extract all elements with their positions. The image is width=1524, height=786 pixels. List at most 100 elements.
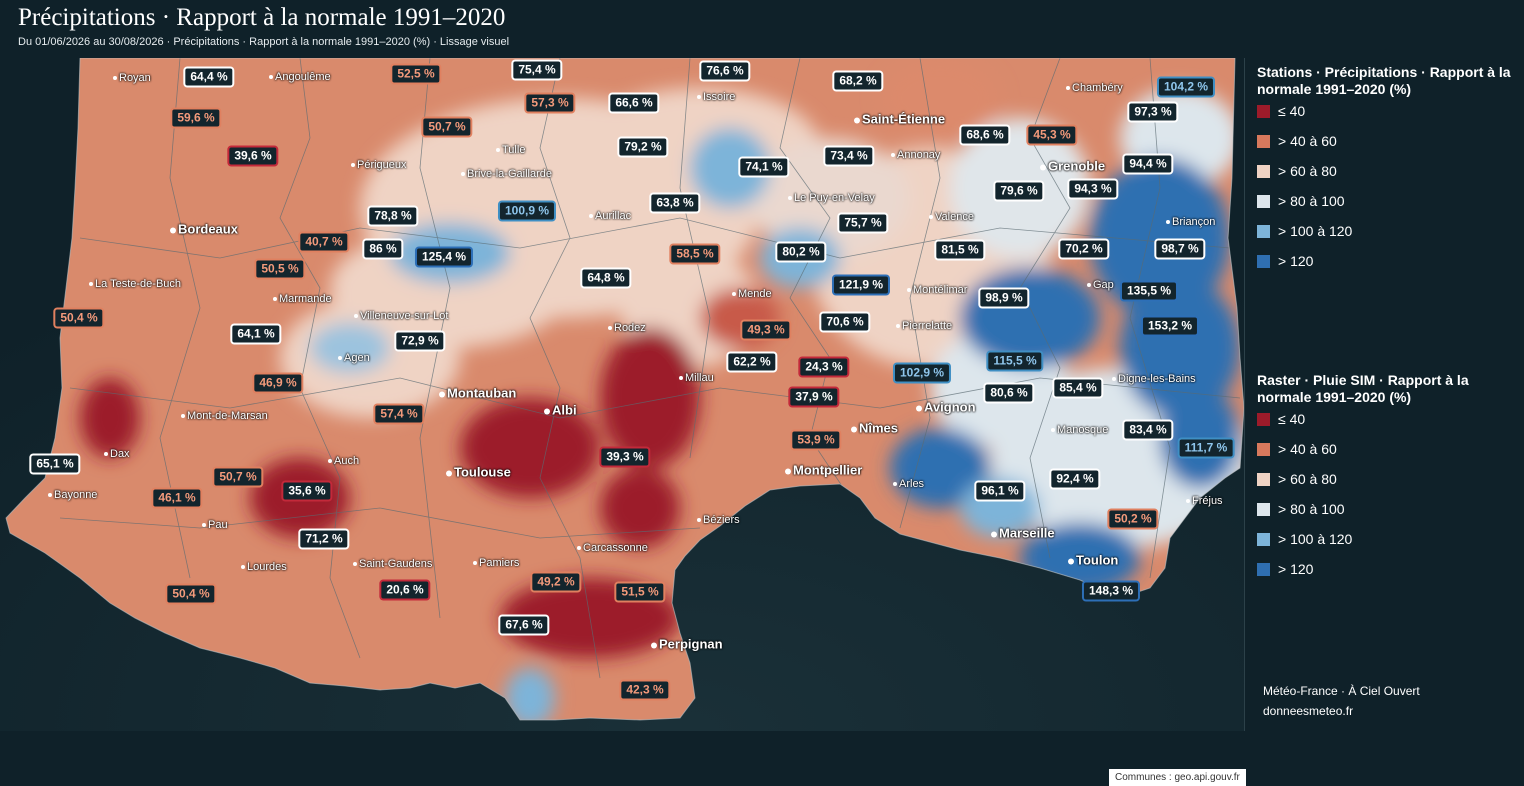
raster-legend-title: Raster · Pluie SIM · Rapport à la normal… bbox=[1257, 372, 1469, 405]
station-value-label[interactable]: 125,4 % bbox=[414, 246, 474, 268]
station-value-label[interactable]: 39,6 % bbox=[227, 145, 279, 167]
station-value-label[interactable]: 50,4 % bbox=[165, 583, 217, 605]
city-label: Perpignan bbox=[651, 637, 723, 652]
station-value-label[interactable]: 42,3 % bbox=[619, 679, 671, 701]
station-value-label[interactable]: 80,6 % bbox=[983, 382, 1035, 404]
station-value-label[interactable]: 64,1 % bbox=[230, 323, 282, 345]
color-swatch bbox=[1257, 473, 1270, 486]
station-value-label[interactable]: 50,7 % bbox=[212, 466, 264, 488]
station-value-label[interactable]: 81,5 % bbox=[934, 239, 986, 261]
station-value-label[interactable]: 20,6 % bbox=[379, 579, 431, 601]
station-value-label[interactable]: 70,2 % bbox=[1058, 238, 1110, 260]
city-label: Annonay bbox=[891, 149, 940, 161]
station-value-label[interactable]: 57,3 % bbox=[524, 92, 576, 114]
station-value-label[interactable]: 62,2 % bbox=[726, 351, 778, 373]
station-value-label[interactable]: 72,9 % bbox=[394, 330, 446, 352]
station-value-label[interactable]: 59,6 % bbox=[170, 107, 222, 129]
station-value-label[interactable]: 85,4 % bbox=[1052, 377, 1104, 399]
station-value-label[interactable]: 50,2 % bbox=[1107, 508, 1159, 530]
legend-label: > 40 à 60 bbox=[1278, 441, 1337, 457]
city-label: Auch bbox=[328, 455, 359, 467]
station-value-label[interactable]: 94,3 % bbox=[1067, 178, 1119, 200]
station-value-label[interactable]: 100,9 % bbox=[497, 200, 557, 222]
city-label: Saint-Gaudens bbox=[353, 558, 432, 570]
station-value-label[interactable]: 68,6 % bbox=[959, 124, 1011, 146]
station-value-label[interactable]: 78,8 % bbox=[367, 205, 419, 227]
station-value-label[interactable]: 64,8 % bbox=[580, 267, 632, 289]
station-value-label[interactable]: 37,9 % bbox=[788, 386, 840, 408]
station-value-label[interactable]: 46,1 % bbox=[151, 487, 203, 509]
legend-label: > 120 bbox=[1278, 253, 1314, 269]
station-value-label[interactable]: 74,1 % bbox=[738, 156, 790, 178]
station-value-label[interactable]: 75,4 % bbox=[511, 59, 563, 81]
station-value-label[interactable]: 57,4 % bbox=[373, 403, 425, 425]
station-value-label[interactable]: 24,3 % bbox=[798, 356, 850, 378]
city-label: Bayonne bbox=[48, 489, 97, 501]
city-label: Grenoble bbox=[1040, 159, 1105, 174]
station-value-label[interactable]: 46,9 % bbox=[252, 372, 304, 394]
legend-label: > 100 à 120 bbox=[1278, 531, 1353, 547]
station-value-label[interactable]: 86 % bbox=[362, 238, 404, 260]
station-value-label[interactable]: 68,2 % bbox=[832, 70, 884, 92]
station-value-label[interactable]: 49,3 % bbox=[740, 319, 792, 341]
station-value-label[interactable]: 121,9 % bbox=[831, 274, 891, 296]
raster-legend-item: > 80 à 100 bbox=[1257, 501, 1345, 517]
station-value-label[interactable]: 75,7 % bbox=[837, 212, 889, 234]
station-value-label[interactable]: 67,6 % bbox=[498, 614, 550, 636]
station-value-label[interactable]: 97,3 % bbox=[1127, 101, 1179, 123]
station-value-label[interactable]: 115,5 % bbox=[986, 350, 1044, 372]
city-label: Montauban bbox=[439, 386, 516, 401]
source-website[interactable]: donneesmeteo.fr bbox=[1263, 704, 1354, 718]
station-value-label[interactable]: 76,6 % bbox=[699, 60, 751, 82]
station-value-label[interactable]: 80,2 % bbox=[775, 241, 827, 263]
station-value-label[interactable]: 111,7 % bbox=[1177, 437, 1235, 459]
station-value-label[interactable]: 73,4 % bbox=[823, 145, 875, 167]
station-value-label[interactable]: 49,2 % bbox=[530, 571, 582, 593]
station-value-label[interactable]: 104,2 % bbox=[1156, 76, 1216, 98]
city-label: Gap bbox=[1087, 279, 1114, 291]
city-label: Fréjus bbox=[1186, 495, 1223, 507]
station-value-label[interactable]: 94,4 % bbox=[1122, 153, 1174, 175]
station-value-label[interactable]: 96,1 % bbox=[974, 480, 1026, 502]
station-value-label[interactable]: 50,4 % bbox=[53, 307, 105, 329]
station-value-label[interactable]: 40,7 % bbox=[298, 231, 350, 253]
station-value-label[interactable]: 70,6 % bbox=[819, 311, 871, 333]
legend-label: > 80 à 100 bbox=[1278, 193, 1345, 209]
station-value-label[interactable]: 71,2 % bbox=[298, 528, 350, 550]
map-area[interactable]: Royan Angoulême Issoire Chambéry Saint-Étien… bbox=[0, 58, 1246, 786]
station-value-label[interactable]: 79,2 % bbox=[617, 136, 669, 158]
station-value-label[interactable]: 51,5 % bbox=[614, 581, 666, 603]
station-value-label[interactable]: 135,5 % bbox=[1119, 280, 1179, 302]
city-label: Toulouse bbox=[446, 465, 511, 480]
color-swatch bbox=[1257, 503, 1270, 516]
station-value-label[interactable]: 39,3 % bbox=[599, 446, 651, 468]
station-value-label[interactable]: 63,8 % bbox=[649, 192, 701, 214]
station-value-label[interactable]: 35,6 % bbox=[281, 480, 333, 502]
station-value-label[interactable]: 45,3 % bbox=[1026, 124, 1078, 146]
station-value-label[interactable]: 52,5 % bbox=[390, 63, 442, 85]
station-value-label[interactable]: 153,2 % bbox=[1140, 315, 1200, 337]
station-value-label[interactable]: 148,3 % bbox=[1081, 580, 1141, 602]
station-value-label[interactable]: 65,1 % bbox=[29, 453, 81, 475]
raster-legend-item: > 100 à 120 bbox=[1257, 531, 1352, 547]
city-label: Digne-les-Bains bbox=[1112, 373, 1196, 385]
legend-label: ≤ 40 bbox=[1278, 103, 1306, 119]
city-label: Montpellier bbox=[785, 463, 862, 478]
station-value-label[interactable]: 66,6 % bbox=[608, 92, 660, 114]
station-value-label[interactable]: 98,7 % bbox=[1154, 238, 1206, 260]
station-value-label[interactable]: 102,9 % bbox=[892, 362, 952, 384]
station-value-label[interactable]: 83,4 % bbox=[1122, 419, 1174, 441]
station-value-label[interactable]: 50,5 % bbox=[254, 258, 306, 280]
station-value-label[interactable]: 98,9 % bbox=[978, 287, 1030, 309]
station-value-label[interactable]: 79,6 % bbox=[993, 180, 1045, 202]
station-value-label[interactable]: 92,4 % bbox=[1049, 468, 1101, 490]
station-value-label[interactable]: 53,9 % bbox=[790, 429, 842, 451]
station-value-label[interactable]: 64,4 % bbox=[183, 66, 235, 88]
station-value-label[interactable]: 50,7 % bbox=[421, 116, 473, 138]
map-title: Précipitations · Rapport à la normale 19… bbox=[18, 4, 506, 31]
station-value-label[interactable]: 58,5 % bbox=[669, 243, 721, 265]
city-label: Lourdes bbox=[241, 561, 287, 573]
city-label: Brive-la-Gaillarde bbox=[461, 168, 552, 180]
communes-attribution[interactable]: Communes : geo.api.gouv.fr bbox=[1109, 769, 1246, 786]
map-subtitle: Du 01/06/2026 au 30/08/2026 · Précipitat… bbox=[18, 36, 510, 48]
